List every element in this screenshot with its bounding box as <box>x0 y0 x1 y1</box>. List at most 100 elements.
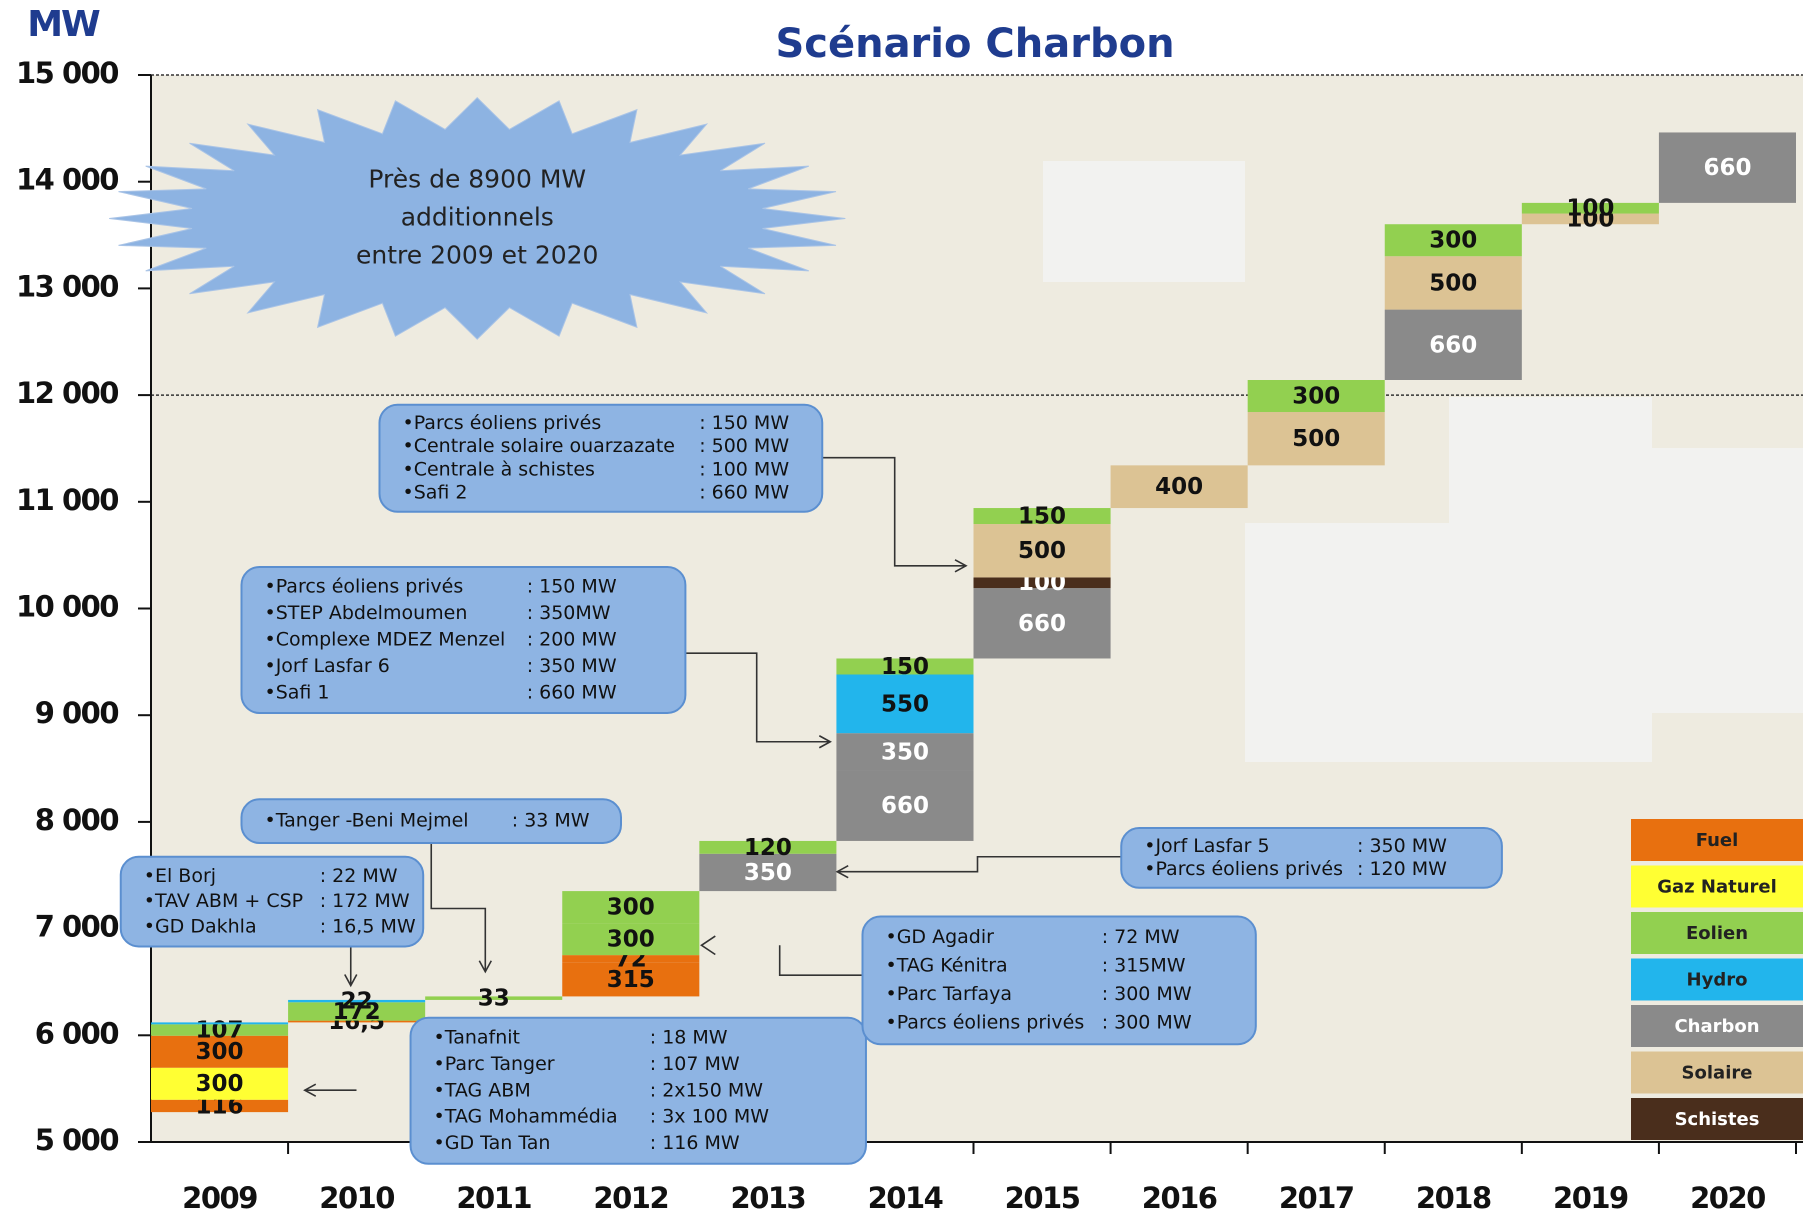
callout-box <box>119 855 425 948</box>
starburst <box>109 96 846 340</box>
segment-label: 300 <box>1429 228 1477 254</box>
starburst-text: entre 2009 et 2020 <box>356 240 598 269</box>
segment <box>562 955 700 963</box>
callout-name: •Jorf Lasfar 6 <box>265 655 390 677</box>
starburst-text: Près de 8900 MW <box>368 165 586 194</box>
segment-label: 500 <box>1429 270 1477 296</box>
segment <box>1247 380 1385 413</box>
x-tick-label: 2012 <box>593 1181 668 1215</box>
y-tick-label: 15 000 <box>16 56 118 90</box>
segment <box>973 588 1111 659</box>
callout-name: •TAG ABM <box>434 1079 531 1101</box>
segment-label: 120 <box>744 835 792 861</box>
callout-value: : 120 MW <box>1357 858 1447 880</box>
callout-arrow <box>835 855 1122 879</box>
starburst-text: additionnels <box>401 203 554 232</box>
callout-value: : 3x 100 MW <box>650 1106 770 1128</box>
x-tick-label: 2014 <box>868 1181 943 1215</box>
callout-name: •Safi 2 <box>403 482 468 504</box>
x-tick-label: 2009 <box>182 1181 257 1215</box>
y-tick-label: 5 000 <box>35 1123 119 1157</box>
callout-value: : 315MW <box>1102 955 1186 977</box>
callout-name: •Parcs éoliens privés <box>886 1012 1085 1034</box>
callout-name: •STEP Abdelmoumen <box>265 602 468 624</box>
legend-label: Gaz Naturel <box>1657 877 1777 898</box>
segment <box>1521 213 1659 225</box>
callout-value: : 200 MW <box>527 628 617 650</box>
segment <box>151 1024 289 1036</box>
callout-name: •Jorf Lasfar 5 <box>1144 835 1269 857</box>
background-block <box>1245 523 1652 762</box>
callout-value: : 107 MW <box>650 1053 740 1075</box>
segment <box>151 1035 289 1068</box>
x-tick-label: 2018 <box>1416 1181 1491 1215</box>
callout-value: : 172 MW <box>320 890 410 912</box>
segment <box>562 891 700 924</box>
segment <box>1658 132 1796 203</box>
callout-value: : 500 MW <box>699 435 789 457</box>
segment <box>151 1067 289 1100</box>
legend-label: Fuel <box>1696 830 1739 851</box>
segment <box>699 853 837 892</box>
segment-label: 350 <box>744 860 792 886</box>
legend-label: Schistes <box>1675 1109 1760 1130</box>
segment <box>836 733 974 771</box>
background-block <box>1652 448 1803 713</box>
segment-label: 660 <box>881 793 929 819</box>
legend-swatch <box>1631 819 1803 861</box>
legend-swatch <box>1631 958 1803 1001</box>
legend-label: Hydro <box>1687 970 1748 991</box>
segment-label: 350 <box>881 739 929 765</box>
legend-swatch <box>1631 912 1803 954</box>
y-tick-label: 12 000 <box>16 376 118 410</box>
y-tick-label: 8 000 <box>35 803 119 837</box>
callout-box <box>861 915 1257 1046</box>
x-tick-label: 2016 <box>1142 1181 1217 1215</box>
segment <box>973 577 1111 589</box>
segment <box>973 508 1111 525</box>
segment <box>1110 465 1248 509</box>
legend-swatch <box>1631 1005 1803 1047</box>
legend-label: Charbon <box>1674 1016 1759 1037</box>
segment-label: 550 <box>881 691 929 717</box>
y-tick-label: 13 000 <box>16 269 118 303</box>
callout-name: •Centrale à schistes <box>403 458 595 480</box>
segment-label: 150 <box>1018 504 1066 530</box>
callout-value: : 72 MW <box>1102 926 1180 948</box>
callout-name: •Centrale solaire ouarzazate <box>403 435 675 457</box>
callout-value: : 300 MW <box>1102 1012 1192 1034</box>
callout-box <box>1120 827 1503 889</box>
callout-name: •Tanger -Beni Mejmel <box>265 810 469 832</box>
x-tick-label: 2015 <box>1005 1181 1080 1215</box>
legend-label: Eolien <box>1686 923 1748 944</box>
chart-title: Scénario Charbon <box>775 21 1174 67</box>
segment-label: 300 <box>607 895 655 921</box>
callout-arrow <box>685 652 832 749</box>
callout-name: •El Borj <box>144 865 216 887</box>
segment <box>836 770 974 841</box>
callout-arrow <box>822 456 968 573</box>
y-tick-label: 7 000 <box>35 910 119 944</box>
callout-value: : 2x150 MW <box>650 1079 763 1101</box>
x-tick-label: 2013 <box>731 1181 806 1215</box>
legend-swatch <box>1631 1051 1803 1094</box>
segment-label: 150 <box>881 654 929 680</box>
callout-value: : 660 MW <box>699 482 789 504</box>
x-tick-label: 2010 <box>319 1181 394 1215</box>
callout-value: : 660 MW <box>527 681 617 703</box>
y-tick-label: 6 000 <box>35 1016 119 1050</box>
segment-label: 33 <box>478 986 510 1012</box>
segment <box>288 1002 426 1021</box>
segment-label: 300 <box>196 1071 244 1097</box>
callout-name: •Safi 1 <box>265 681 330 703</box>
callout-value: : 18 MW <box>650 1026 728 1048</box>
segment <box>425 996 563 1000</box>
x-tick-label: 2020 <box>1690 1181 1765 1215</box>
y-tick-label: 10 000 <box>16 590 118 624</box>
callout-name: •GD Dakhla <box>144 915 257 937</box>
callout-name: •TAG Mohammédia <box>434 1106 618 1128</box>
segment-label: 300 <box>607 927 655 953</box>
segment <box>562 923 700 956</box>
segment <box>288 999 426 1003</box>
